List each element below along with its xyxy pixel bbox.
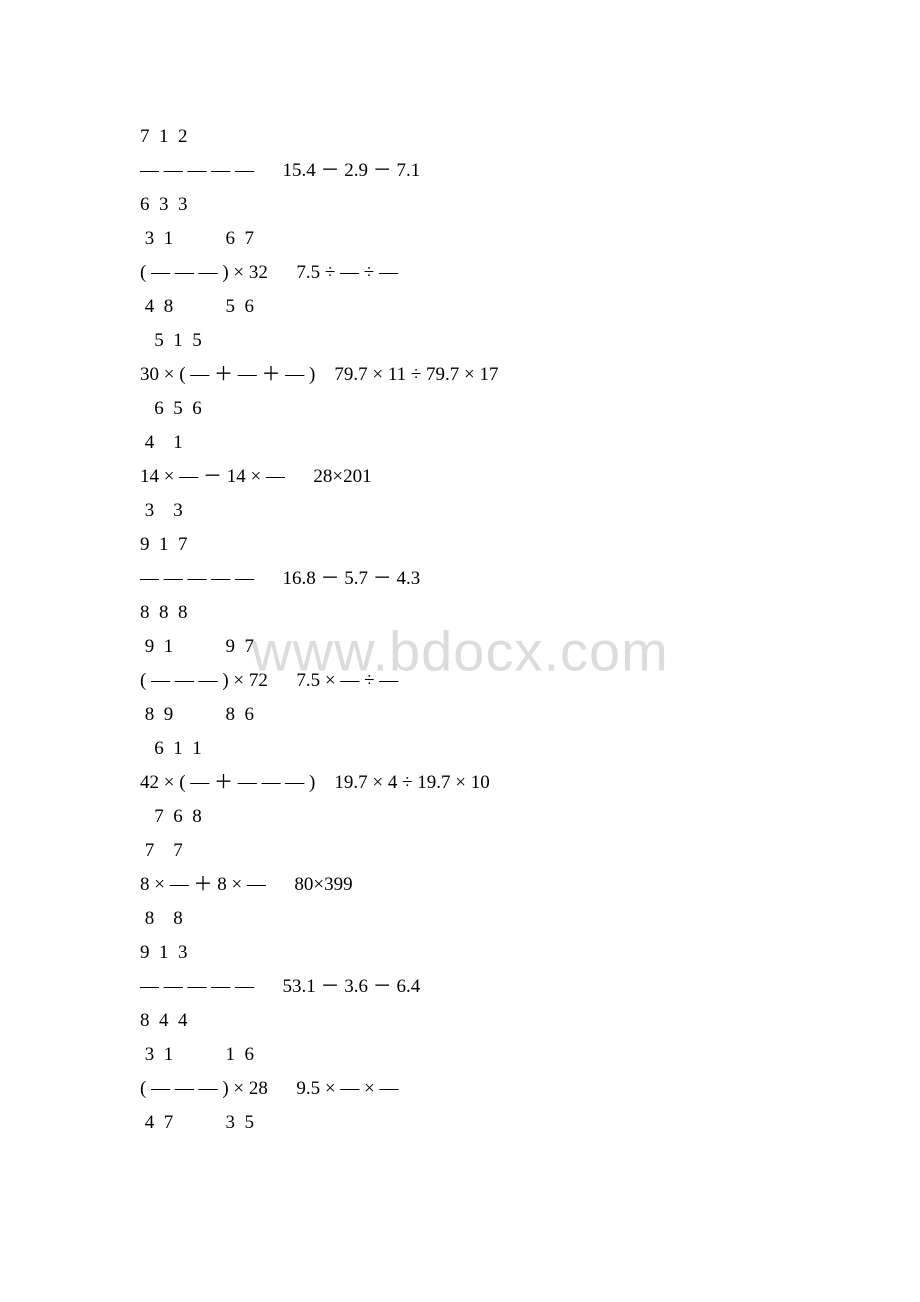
text-line: 4 1: [140, 426, 780, 460]
document-content: 7 1 2 — — — — — 15.4 － 2.9 － 7.1 6 3 3 3…: [140, 120, 780, 1140]
text-line: 30 × ( — ＋ — ＋ — ) 79.7 × 11 ÷ 79.7 × 17: [140, 358, 780, 392]
text-line: 3 1 6 7: [140, 222, 780, 256]
text-line: 6 1 1: [140, 732, 780, 766]
text-line: — — — — — 15.4 － 2.9 － 7.1: [140, 154, 780, 188]
text-line: ( — — — ) × 72 7.5 × — ÷ —: [140, 664, 780, 698]
text-line: 9 1 3: [140, 936, 780, 970]
text-line: 8 8: [140, 902, 780, 936]
document-page: 7 1 2 — — — — — 15.4 － 2.9 － 7.1 6 3 3 3…: [140, 120, 780, 1140]
text-line: 8 × — ＋ 8 × — 80×399: [140, 868, 780, 902]
text-line: 3 3: [140, 494, 780, 528]
text-line: 6 5 6: [140, 392, 780, 426]
text-line: 7 7: [140, 834, 780, 868]
text-line: 6 3 3: [140, 188, 780, 222]
text-line: — — — — — 16.8 － 5.7 － 4.3: [140, 562, 780, 596]
text-line: 8 4 4: [140, 1004, 780, 1038]
text-line: 4 7 3 5: [140, 1106, 780, 1140]
text-line: 3 1 1 6: [140, 1038, 780, 1072]
text-line: ( — — — ) × 32 7.5 ÷ — ÷ —: [140, 256, 780, 290]
text-line: 8 9 8 6: [140, 698, 780, 732]
text-line: 7 1 2: [140, 120, 780, 154]
text-line: 4 8 5 6: [140, 290, 780, 324]
text-line: 8 8 8: [140, 596, 780, 630]
text-line: 9 1 7: [140, 528, 780, 562]
text-line: 9 1 9 7: [140, 630, 780, 664]
text-line: 14 × — － 14 × — 28×201: [140, 460, 780, 494]
text-line: 5 1 5: [140, 324, 780, 358]
text-line: — — — — — 53.1 － 3.6 － 6.4: [140, 970, 780, 1004]
text-line: 7 6 8: [140, 800, 780, 834]
text-line: 42 × ( — ＋ — — — ) 19.7 × 4 ÷ 19.7 × 10: [140, 766, 780, 800]
text-line: ( — — — ) × 28 9.5 × — × —: [140, 1072, 780, 1106]
